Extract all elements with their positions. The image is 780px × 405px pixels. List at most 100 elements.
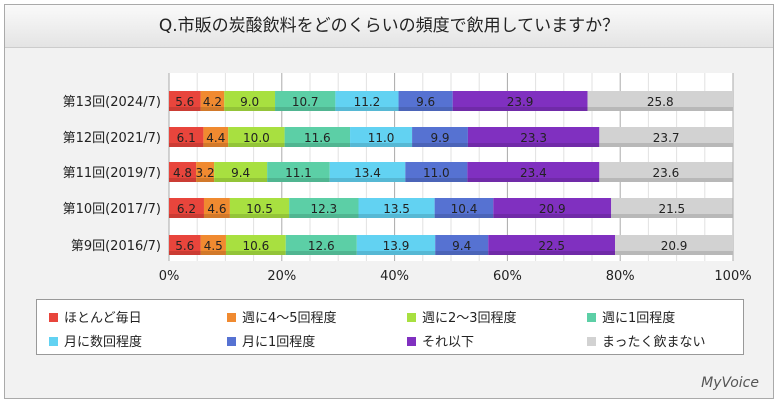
bar-shade bbox=[398, 107, 453, 111]
bar-segment bbox=[169, 127, 204, 147]
legend: ほとんど毎日 週に4～5回程度 週に2～3回程度 週に1回程度 月に数回程度 月に1回程度… bbox=[36, 299, 744, 355]
bar-segment bbox=[493, 198, 612, 218]
data-label: 13.9 bbox=[383, 239, 410, 253]
data-label: 11.0 bbox=[423, 166, 450, 180]
data-label: 25.8 bbox=[647, 95, 674, 109]
data-label: 6.1 bbox=[177, 131, 196, 145]
bar-shade bbox=[488, 251, 616, 255]
bar-segment bbox=[169, 162, 197, 182]
bar-shade bbox=[169, 178, 197, 182]
category-label: 第9回(2016/7) bbox=[71, 239, 161, 254]
bar-shade bbox=[285, 251, 357, 255]
bar-segment bbox=[452, 91, 588, 111]
bar-segment bbox=[200, 235, 226, 255]
data-label: 23.3 bbox=[520, 131, 547, 145]
data-label: 11.0 bbox=[368, 131, 395, 145]
data-label: 10.6 bbox=[242, 239, 269, 253]
bar-segment bbox=[200, 91, 225, 111]
stacked-bar-chart: 0% 20% 40% 60% 80% 100% 第13回(2024/7) 5.6 4.2 9.0 1… bbox=[63, 73, 752, 284]
bar-segment bbox=[267, 162, 330, 182]
bar-shade bbox=[467, 143, 600, 147]
bar-shade bbox=[169, 107, 201, 111]
legend-item: それ以下 bbox=[407, 331, 474, 350]
bar-segment bbox=[356, 235, 436, 255]
bar-segment bbox=[467, 162, 600, 182]
bar-shade bbox=[467, 178, 600, 182]
legend-label: それ以下 bbox=[422, 335, 475, 350]
data-label: 9.4 bbox=[231, 166, 250, 180]
data-label: 5.6 bbox=[175, 239, 194, 253]
legend-label: 週に2～3回程度 bbox=[422, 311, 517, 326]
bar-segment bbox=[196, 162, 215, 182]
bar-shade bbox=[405, 178, 468, 182]
data-label: 21.5 bbox=[658, 202, 685, 216]
bar-segment bbox=[225, 235, 286, 255]
bar-segment bbox=[169, 198, 204, 218]
chart-title: Q.市販の炭酸飲料をどのくらいの頻度で飲用していますか？ bbox=[5, 5, 773, 48]
category-label: 第13回(2024/7) bbox=[63, 95, 161, 110]
bar-segment bbox=[229, 198, 290, 218]
legend-item: 月に数回程度 bbox=[49, 331, 142, 350]
data-label: 11.6 bbox=[304, 131, 331, 145]
bar-shade bbox=[284, 143, 351, 147]
bar-shade bbox=[335, 107, 399, 111]
legend-item: 週に2～3回程度 bbox=[407, 307, 517, 326]
bar-segment bbox=[587, 91, 733, 111]
bar-segment bbox=[289, 198, 359, 218]
legend-swatch bbox=[587, 337, 596, 346]
bar-shade bbox=[228, 143, 285, 147]
data-label: 10.7 bbox=[292, 95, 319, 109]
legend-swatch bbox=[407, 313, 416, 322]
bar-segment bbox=[611, 198, 733, 218]
bar-shade bbox=[599, 178, 733, 182]
legend-swatch bbox=[407, 337, 416, 346]
legend-label: まったく飲まない bbox=[602, 335, 706, 350]
legend-swatch bbox=[49, 337, 58, 346]
bar-shade bbox=[267, 178, 330, 182]
bar-segment bbox=[358, 198, 435, 218]
legend-item: 月に1回程度 bbox=[227, 331, 315, 350]
bar-shade bbox=[203, 214, 230, 218]
data-label: 4.6 bbox=[207, 202, 226, 216]
bar-segment bbox=[350, 127, 413, 147]
legend-swatch bbox=[587, 313, 596, 322]
bar-shade bbox=[615, 251, 733, 255]
bar-shade bbox=[493, 214, 612, 218]
x-tick-label: 60% bbox=[493, 269, 522, 284]
legend-label: 月に1回程度 bbox=[242, 335, 316, 350]
data-label: 20.9 bbox=[661, 239, 688, 253]
bar-shade bbox=[229, 214, 290, 218]
bar-segment bbox=[599, 162, 733, 182]
bar-segment bbox=[203, 127, 229, 147]
data-label: 10.4 bbox=[451, 202, 478, 216]
data-label: 10.5 bbox=[246, 202, 273, 216]
data-label: 4.5 bbox=[204, 239, 223, 253]
category-label: 第10回(2017/7) bbox=[63, 202, 161, 217]
legend-swatch bbox=[227, 337, 236, 346]
x-tick-label: 40% bbox=[380, 269, 409, 284]
data-label: 9.0 bbox=[240, 95, 259, 109]
data-label: 4.8 bbox=[173, 166, 192, 180]
x-tick-label: 20% bbox=[267, 269, 296, 284]
data-label: 6.2 bbox=[177, 202, 196, 216]
x-tick-label: 0% bbox=[159, 269, 180, 284]
bar-segment bbox=[214, 162, 268, 182]
legend-label: 週に4～5回程度 bbox=[242, 311, 337, 326]
data-label: 13.4 bbox=[354, 166, 381, 180]
data-label: 23.6 bbox=[653, 166, 680, 180]
bar-shade bbox=[412, 143, 468, 147]
data-label: 9.9 bbox=[430, 131, 449, 145]
data-label: 23.9 bbox=[507, 95, 534, 109]
data-label: 11.2 bbox=[354, 95, 381, 109]
bar-segment bbox=[284, 127, 351, 147]
bar-segment bbox=[405, 162, 468, 182]
legend-swatch bbox=[49, 313, 58, 322]
legend-item: ほとんど毎日 bbox=[49, 307, 142, 326]
legend-swatch bbox=[227, 313, 236, 322]
x-tick-label: 80% bbox=[606, 269, 635, 284]
legend-label: 月に数回程度 bbox=[64, 335, 143, 350]
data-label: 22.5 bbox=[538, 239, 565, 253]
chart-frame: Q.市販の炭酸飲料をどのくらいの頻度で飲用していますか？ 0% 20% 40% 60%… bbox=[4, 4, 774, 399]
bar-segment bbox=[203, 198, 230, 218]
bar-segment bbox=[398, 91, 453, 111]
